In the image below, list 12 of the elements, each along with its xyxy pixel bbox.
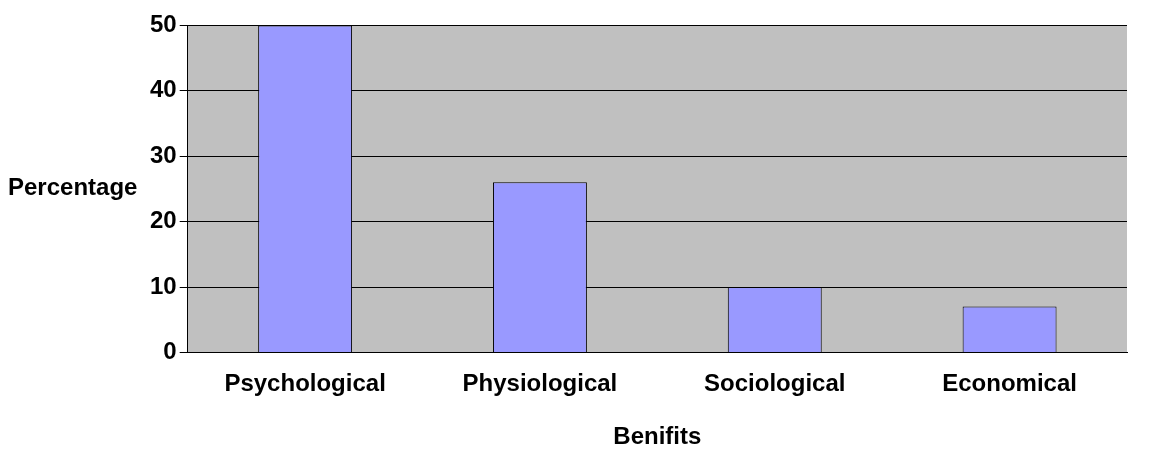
x-tick-label: Sociological — [704, 369, 846, 397]
y-axis-title: Percentage — [8, 173, 139, 201]
y-tick-label: 30 — [150, 140, 178, 168]
y-tick-label: 50 — [150, 10, 178, 38]
y-tick-label: 10 — [150, 271, 178, 299]
x-tick-label: Economical — [942, 369, 1078, 397]
x-tick-label: Physiological — [462, 369, 618, 397]
y-tick-label: 40 — [150, 75, 178, 103]
y-tick-label: 20 — [150, 206, 178, 234]
y-tick-label: 0 — [163, 337, 178, 365]
x-tick-label: Psychological — [224, 369, 387, 397]
x-axis-title: Benifits — [613, 422, 702, 450]
